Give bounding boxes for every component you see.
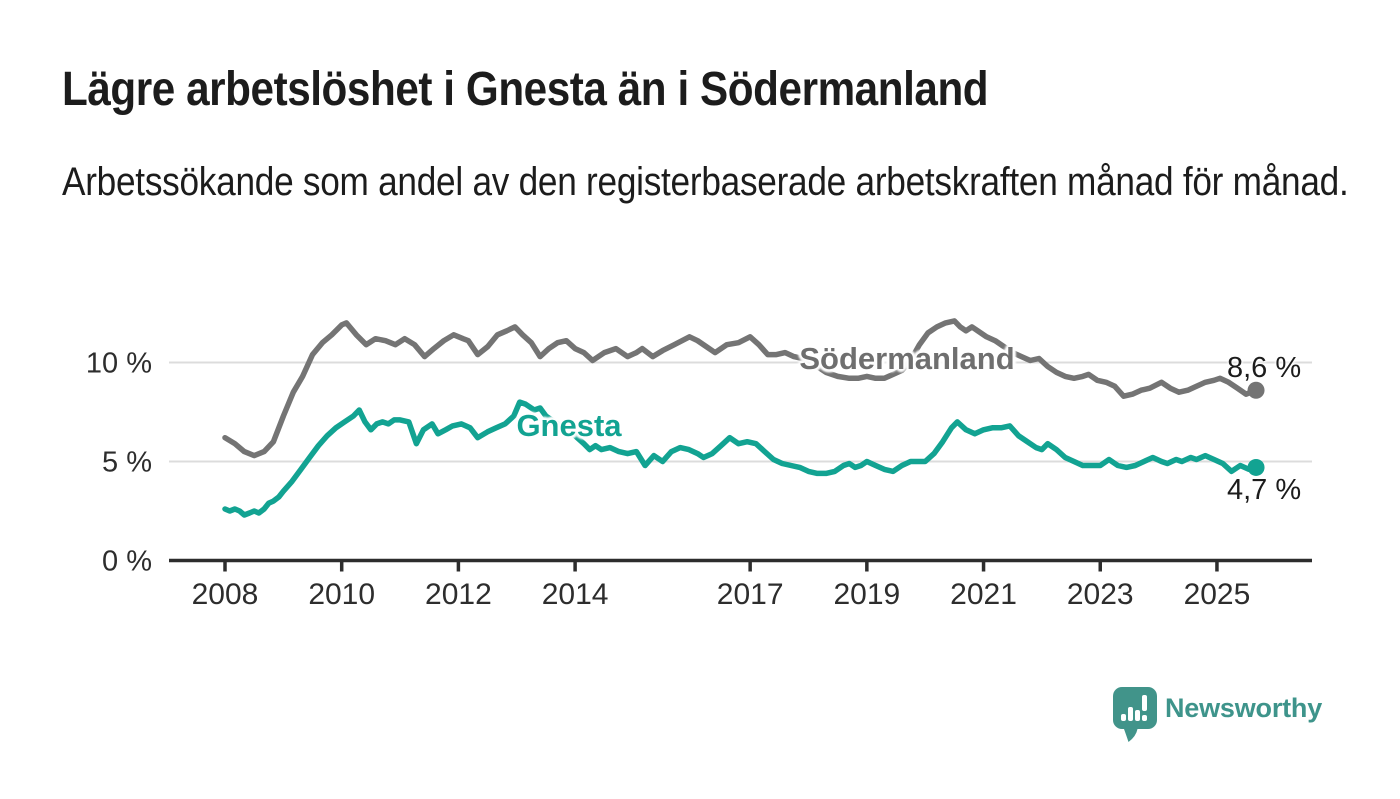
end-dot-gnesta: [1247, 458, 1265, 476]
x-axis-label-2019: 2019: [833, 578, 900, 611]
line-södermanland: [222, 318, 1259, 459]
x-axis-label-2025: 2025: [1184, 578, 1251, 611]
x-axis-label-2021: 2021: [950, 578, 1017, 611]
brand-name: Newsworthy: [1165, 693, 1323, 723]
page-subtitle: Arbetssökande som andel av den registerb…: [62, 160, 1349, 204]
newsworthy-pin-barchart-icon: [1113, 687, 1157, 742]
x-axis-label-2012: 2012: [425, 578, 492, 611]
end-dot-södermanland: [1247, 381, 1265, 399]
series-label-sodermanland: Södermanland: [799, 341, 1015, 376]
x-axis-label-2017: 2017: [717, 578, 784, 611]
line-gnesta: [222, 399, 1259, 518]
newsworthy-logo: Newsworthy: [1113, 687, 1322, 743]
end-value-sodermanland: 8,6 %: [1227, 352, 1302, 384]
y-axis-label-5: 5 %: [102, 447, 152, 479]
x-axis-label-2023: 2023: [1067, 578, 1134, 611]
x-axis-label-2008: 2008: [192, 578, 259, 611]
y-axis-label-0: 0 %: [102, 546, 152, 578]
series-label-gnesta: Gnesta: [516, 408, 622, 443]
x-axis-label-2010: 2010: [308, 578, 375, 611]
page-title: Lägre arbetslöshet i Gnesta än i Söderma…: [62, 63, 989, 116]
end-value-gnesta: 4,7 %: [1227, 474, 1302, 506]
x-axis-label-2014: 2014: [542, 578, 609, 611]
y-axis-label-10: 10 %: [86, 348, 152, 380]
